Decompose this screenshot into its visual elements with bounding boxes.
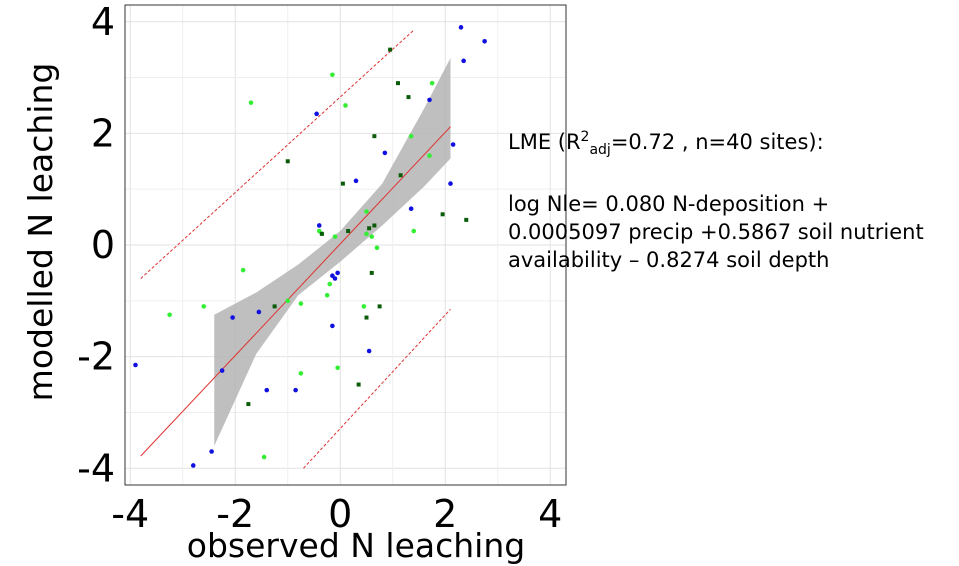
- data-point: [272, 304, 277, 309]
- model-title-sub: adj: [589, 142, 611, 159]
- tick-labels: -4 -2 0 2 4 4 2 0 -2 -4: [77, 0, 562, 536]
- data-point: [464, 217, 469, 222]
- plot-frame: [124, 4, 567, 486]
- data-point: [240, 267, 246, 273]
- data-point: [372, 134, 377, 139]
- data-point: [427, 153, 432, 158]
- data-point: [458, 25, 464, 30]
- data-point: [364, 231, 369, 237]
- data-point: [353, 178, 359, 184]
- data-point: [461, 58, 466, 64]
- data-point: [133, 362, 138, 368]
- grid: [125, 5, 566, 485]
- data-point: [408, 133, 414, 139]
- data-point: [330, 323, 335, 329]
- model-title-sup: 2: [580, 129, 590, 145]
- data-point: [324, 292, 330, 298]
- data-point: [330, 72, 335, 78]
- y-tick-label: -2: [77, 335, 115, 379]
- x-axis-label: observed N leaching: [187, 526, 525, 565]
- data-point: [374, 245, 380, 251]
- data-point: [406, 95, 411, 100]
- data-point: [327, 281, 333, 287]
- data-point: [448, 181, 453, 186]
- y-tick-label: 2: [91, 111, 115, 155]
- data-point: [264, 387, 270, 393]
- y-tick-label: 4: [91, 0, 115, 44]
- data-point: [429, 80, 435, 86]
- x-tick-label: -4: [111, 492, 149, 536]
- data-point: [261, 454, 267, 460]
- data-point: [369, 270, 374, 275]
- data-point: [319, 231, 324, 236]
- model-equation: log Nle= 0.080 N-deposition + 0.0005097 …: [508, 192, 924, 272]
- model-title-prefix: LME (R: [508, 130, 581, 154]
- data-point: [201, 304, 207, 309]
- data-point: [382, 150, 388, 156]
- data-point: [427, 97, 432, 103]
- data-point: [335, 270, 340, 276]
- data-point: [298, 371, 304, 376]
- data-point: [256, 309, 262, 315]
- data-point: [332, 234, 338, 239]
- data-point: [167, 312, 172, 318]
- data-point: [411, 228, 417, 234]
- model-title: LME (R2adj=0.72 , n=40 sites):: [508, 128, 824, 159]
- data-point: [298, 301, 304, 306]
- data-point: [335, 365, 340, 371]
- data-point: [398, 173, 403, 178]
- data-point: [372, 223, 377, 228]
- data-point: [316, 223, 322, 228]
- x-tick-label: -2: [216, 492, 254, 536]
- y-tick-label: -4: [77, 446, 115, 490]
- data-point: [356, 382, 361, 387]
- x-tick-label: 4: [538, 492, 562, 536]
- data-point: [408, 206, 414, 212]
- data-point: [388, 47, 393, 52]
- data-point: [364, 315, 369, 320]
- data-point: [440, 212, 445, 217]
- data-point: [285, 298, 291, 304]
- data-point: [209, 449, 214, 454]
- data-points: [133, 25, 487, 468]
- x-tick-label: 2: [433, 492, 457, 536]
- data-point: [219, 368, 225, 373]
- model-title-suffix: =0.72 , n=40 sites):: [610, 130, 824, 154]
- data-point: [285, 159, 290, 164]
- data-point: [340, 181, 345, 186]
- data-point: [366, 348, 372, 354]
- data-point: [367, 226, 372, 231]
- data-point: [314, 111, 319, 117]
- regression-line: [140, 126, 451, 457]
- data-point: [190, 463, 196, 468]
- data-point: [332, 276, 338, 281]
- data-point: [246, 402, 251, 407]
- y-axis-label: modelled N leaching: [21, 63, 60, 402]
- prediction-upper-line: [140, 29, 415, 279]
- data-point: [293, 387, 298, 393]
- data-point: [482, 38, 487, 44]
- fit-lines: [140, 29, 451, 469]
- data-point: [377, 304, 382, 309]
- data-point: [450, 142, 456, 147]
- data-point: [248, 100, 254, 105]
- y-tick-label: 0: [91, 223, 115, 267]
- data-point: [396, 81, 400, 86]
- data-point: [361, 304, 367, 309]
- prediction-lower-line: [303, 308, 451, 469]
- data-point: [230, 315, 235, 320]
- data-point: [346, 229, 351, 234]
- x-tick-label: 0: [328, 492, 352, 536]
- data-point: [343, 103, 348, 108]
- data-point: [369, 234, 375, 239]
- data-point: [364, 209, 369, 214]
